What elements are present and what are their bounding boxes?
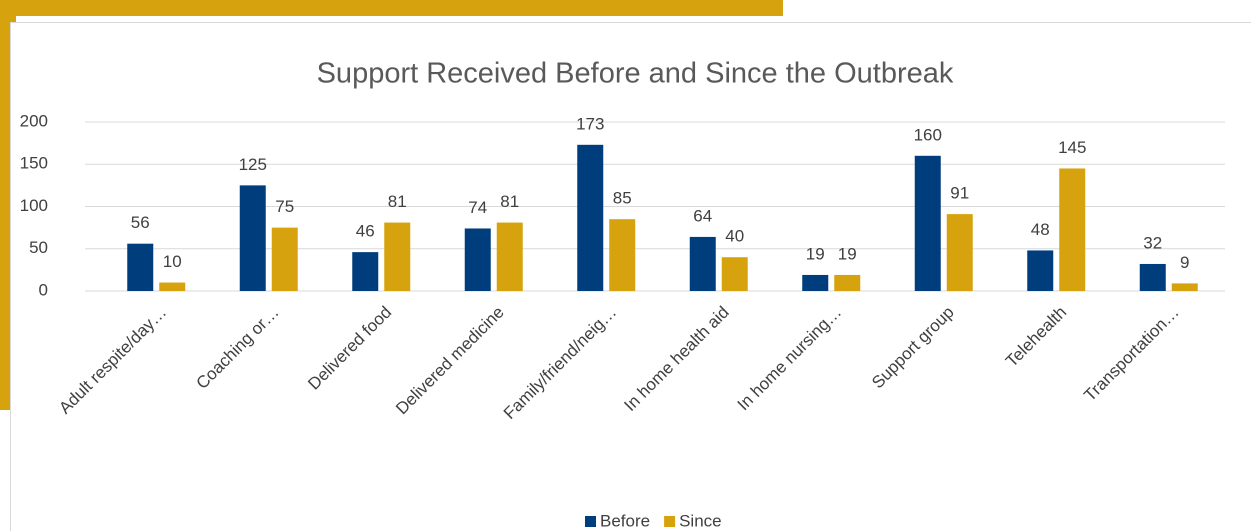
legend-label: Before — [600, 511, 650, 530]
bar — [577, 144, 604, 291]
bar — [352, 252, 379, 291]
bar — [721, 257, 748, 291]
bar — [689, 236, 716, 291]
bar — [127, 243, 154, 291]
data-label: 91 — [950, 184, 969, 203]
y-tick-label: 50 — [29, 238, 48, 257]
data-label: 75 — [275, 197, 294, 216]
bar — [1059, 168, 1086, 291]
bar — [609, 219, 636, 291]
bar — [802, 274, 829, 291]
bar — [1171, 283, 1198, 291]
data-label: 48 — [1031, 220, 1050, 239]
y-tick-label: 200 — [20, 111, 48, 130]
bar — [834, 274, 861, 291]
data-label: 64 — [693, 206, 712, 225]
legend-swatch — [585, 516, 596, 527]
bar — [271, 227, 298, 291]
bar — [464, 228, 491, 291]
data-label: 40 — [725, 227, 744, 246]
data-label: 81 — [388, 192, 407, 211]
bar — [159, 282, 186, 291]
bar — [1027, 250, 1054, 291]
legend-label: Since — [679, 511, 722, 530]
y-tick-label: 150 — [20, 154, 48, 173]
chart-title: Support Received Before and Since the Ou… — [317, 58, 954, 90]
bar — [496, 222, 523, 291]
data-label: 173 — [576, 114, 604, 133]
data-label: 46 — [356, 222, 375, 241]
data-label: 19 — [806, 244, 825, 263]
data-label: 145 — [1058, 138, 1086, 157]
data-label: 81 — [500, 192, 519, 211]
frame-top — [0, 0, 783, 16]
data-label: 85 — [613, 189, 632, 208]
data-label: 160 — [914, 125, 942, 144]
data-label: 10 — [163, 252, 182, 271]
bar — [946, 214, 973, 291]
bar — [1139, 263, 1166, 291]
data-label: 19 — [838, 244, 857, 263]
legend-swatch — [664, 516, 676, 527]
y-tick-label: 0 — [39, 280, 48, 299]
data-label: 74 — [468, 198, 487, 217]
y-tick-label: 100 — [20, 196, 48, 215]
data-label: 56 — [131, 213, 150, 232]
data-label: 9 — [1180, 253, 1189, 272]
bar — [384, 222, 411, 291]
data-label: 32 — [1143, 233, 1162, 252]
bar — [914, 155, 941, 291]
data-label: 125 — [239, 155, 267, 174]
bar — [239, 185, 266, 291]
